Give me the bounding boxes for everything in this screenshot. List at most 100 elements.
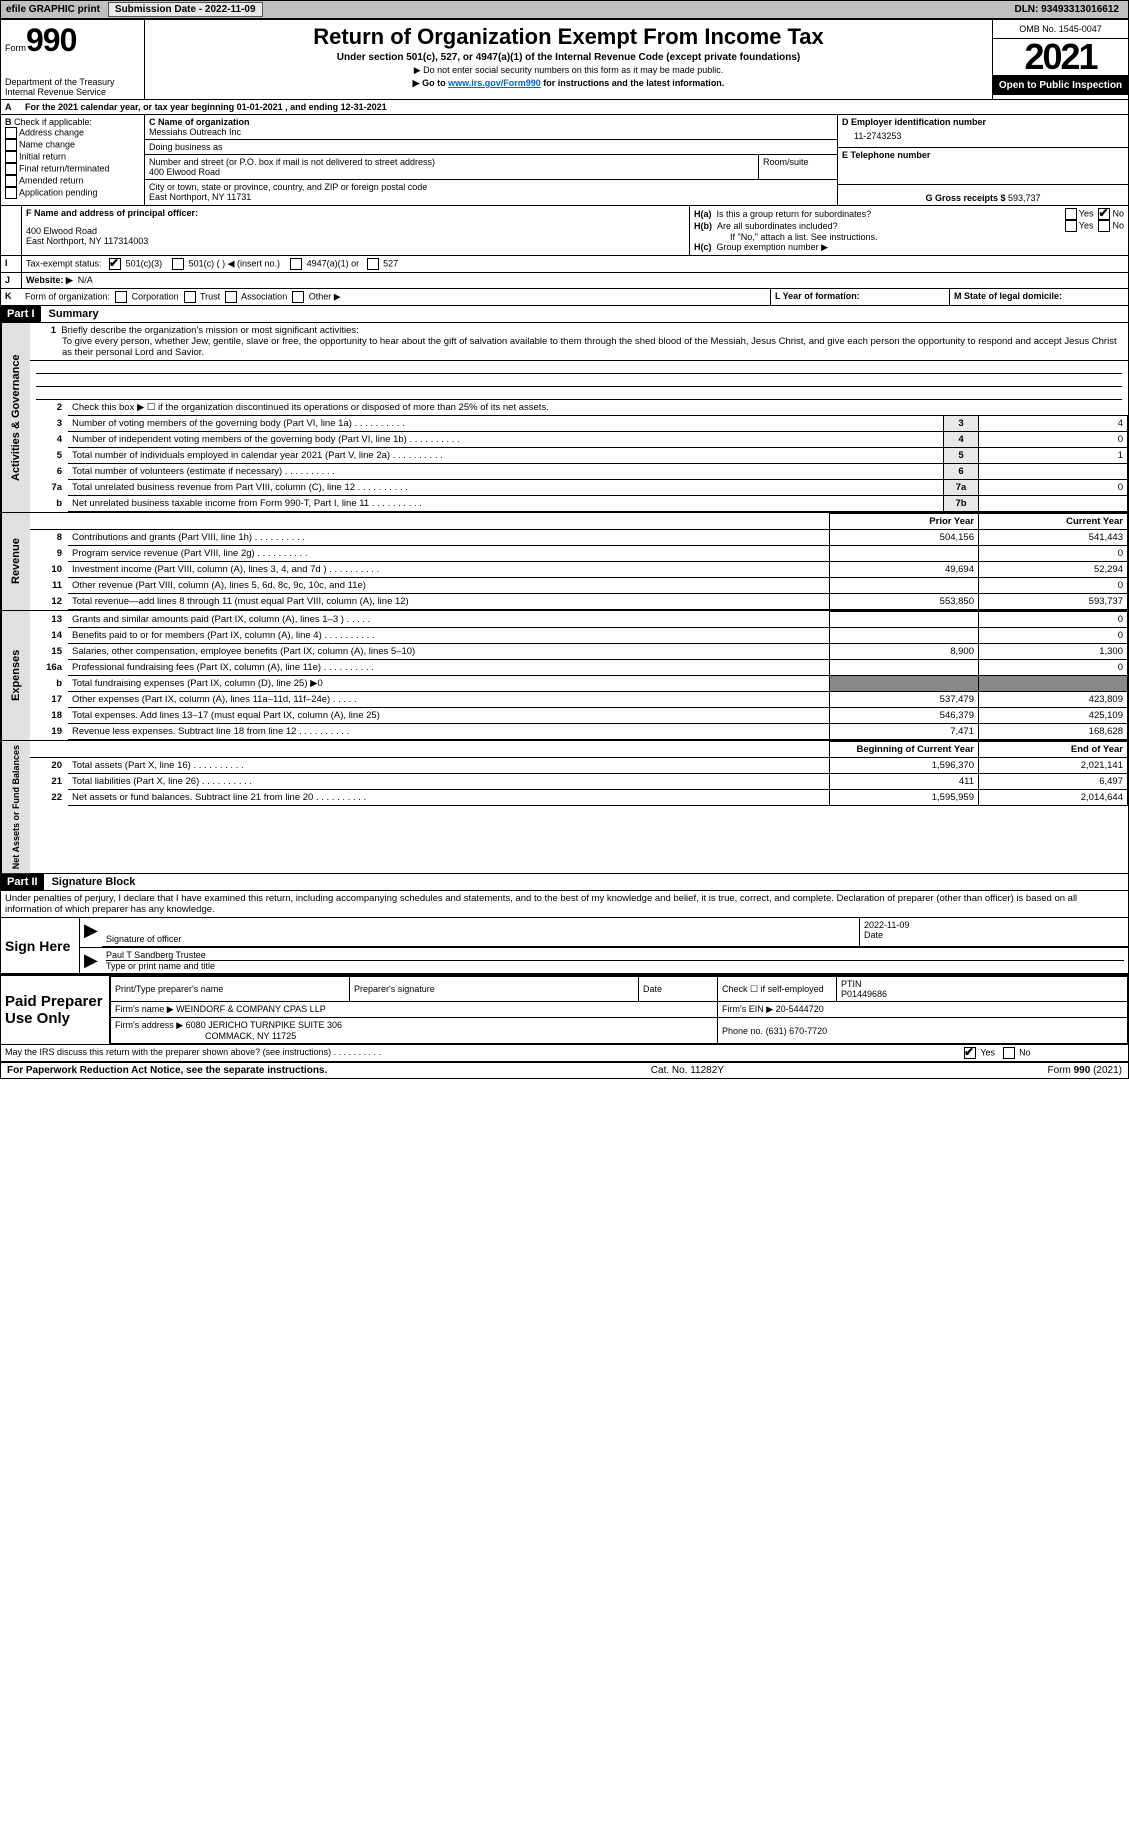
checkbox-hb-no[interactable] [1098, 220, 1110, 232]
checkbox-527[interactable] [367, 258, 379, 270]
form-title: Return of Organization Exempt From Incom… [149, 24, 988, 50]
blank-line [36, 387, 1122, 400]
checkbox-4947[interactable] [290, 258, 302, 270]
website-value: N/A [78, 275, 93, 285]
checkbox-app-pending[interactable] [5, 187, 17, 199]
checkbox-501c3[interactable] [109, 258, 121, 270]
governance-section: Activities & Governance 1 Briefly descri… [1, 323, 1128, 513]
section-b: B Check if applicable: Address change Na… [1, 115, 145, 205]
sign-here-block: Sign Here ▶ Signature of officer 2022-11… [1, 918, 1128, 974]
form-page: Form990 Department of the Treasury Inter… [0, 19, 1129, 1079]
street-value: 400 Elwood Road [149, 167, 754, 177]
firm-addr1: 6080 JERICHO TURNPIKE SUITE 306 [186, 1020, 342, 1030]
type-name-label: Type or print name and title [106, 961, 1124, 971]
col-begin: Beginning of Current Year [830, 742, 979, 758]
line-a-text: For the 2021 calendar year, or tax year … [21, 100, 391, 114]
blank-line [36, 374, 1122, 387]
website-label: Website: ▶ [26, 275, 73, 285]
checkbox-501c[interactable] [172, 258, 184, 270]
section-h: H(a) Is this a group return for subordin… [690, 206, 1128, 255]
line7a-val: 0 [979, 480, 1128, 496]
room-label: Room/suite [758, 155, 837, 179]
irs-link[interactable]: www.irs.gov/Form990 [448, 78, 541, 88]
checkbox-amended[interactable] [5, 175, 17, 187]
tax-year: 2021 [993, 39, 1128, 76]
may-irs-row: May the IRS discuss this return with the… [1, 1045, 1128, 1062]
hb-label: Are all subordinates included? [717, 221, 838, 231]
dba-label: Doing business as [149, 142, 833, 152]
firm-name: WEINDORF & COMPANY CPAS LLP [176, 1004, 326, 1014]
year-formation-label: L Year of formation: [771, 289, 950, 305]
firm-addr2: COMMACK, NY 11725 [115, 1031, 296, 1041]
ptin-label: PTIN [841, 979, 862, 989]
check-self-label: Check ☐ if self-employed [718, 977, 837, 1002]
checkbox-assoc[interactable] [225, 291, 237, 303]
netassets-section: Net Assets or Fund Balances Beginning of… [1, 741, 1128, 874]
hb-note: If "No," attach a list. See instructions… [694, 232, 1124, 242]
dept-label: Department of the Treasury [5, 77, 140, 87]
irs-label: Internal Revenue Service [5, 87, 140, 97]
arrow-icon: ▶ [80, 918, 102, 947]
checkbox-ha-no[interactable] [1098, 208, 1110, 220]
paid-preparer-label: Paid Preparer Use Only [1, 976, 110, 1044]
arrow-icon: ▶ [80, 948, 102, 973]
netassets-label: Net Assets or Fund Balances [1, 741, 30, 873]
org-name: Messiahs Outreach Inc [149, 127, 833, 137]
officer-addr1: 400 Elwood Road [26, 226, 685, 236]
section-j: J Website: ▶ N/A [1, 273, 1128, 289]
expenses-section: Expenses 13Grants and similar amounts pa… [1, 611, 1128, 741]
line-a: A For the 2021 calendar year, or tax yea… [1, 100, 1128, 115]
firm-name-label: Firm's name ▶ [115, 1004, 174, 1014]
revenue-table: Prior Year Current Year 8Contributions a… [30, 513, 1128, 610]
cat-no: Cat. No. 11282Y [651, 1065, 724, 1076]
sig-date: 2022-11-09 [864, 920, 1124, 930]
prep-date-label: Date [639, 977, 718, 1002]
col-end: End of Year [979, 742, 1128, 758]
hc-label: Group exemption number ▶ [717, 242, 828, 252]
firm-ein-label: Firm's EIN ▶ [722, 1004, 773, 1014]
col-prior: Prior Year [830, 514, 979, 530]
checkbox-name-change[interactable] [5, 139, 17, 151]
ha-label: Is this a group return for subordinates? [717, 209, 872, 219]
form-subtitle: Under section 501(c), 527, or 4947(a)(1)… [149, 52, 988, 63]
part2-title: Signature Block [44, 876, 136, 888]
tax-status-label: Tax-exempt status: [26, 258, 102, 268]
top-bar: efile GRAPHIC print Submission Date - 20… [0, 0, 1129, 19]
dln-label: DLN: 93493313016612 [1014, 4, 1127, 15]
footer: For Paperwork Reduction Act Notice, see … [1, 1062, 1128, 1078]
part2-header-row: Part II Signature Block [1, 874, 1128, 891]
checkbox-mayirs-yes[interactable] [964, 1047, 976, 1059]
submission-date-button[interactable]: Submission Date - 2022-11-09 [108, 2, 263, 17]
gross-receipts-value: 593,737 [1008, 193, 1041, 203]
section-f: F Name and address of principal officer:… [22, 206, 690, 255]
form-note1: ▶ Do not enter social security numbers o… [149, 65, 988, 76]
header-mid: Return of Organization Exempt From Incom… [145, 20, 992, 99]
line4-val: 0 [979, 432, 1128, 448]
city-label: City or town, state or province, country… [149, 182, 833, 192]
firm-addr-label: Firm's address ▶ [115, 1020, 183, 1030]
c-name-label: C Name of organization [149, 117, 833, 127]
checkbox-hb-yes[interactable] [1065, 220, 1077, 232]
checkbox-trust[interactable] [184, 291, 196, 303]
checkbox-other[interactable] [292, 291, 304, 303]
efile-label: efile GRAPHIC print [2, 4, 104, 15]
checkbox-mayirs-no[interactable] [1003, 1047, 1015, 1059]
checkbox-corp[interactable] [115, 291, 127, 303]
form-990-label: Form990 [5, 22, 140, 59]
may-irs-text: May the IRS discuss this return with the… [5, 1047, 331, 1057]
checkbox-initial-return[interactable] [5, 151, 17, 163]
phone-value [842, 160, 1124, 182]
entity-block: B Check if applicable: Address change Na… [1, 115, 1128, 206]
col-current: Current Year [979, 514, 1128, 530]
ein-value: 11-2743253 [842, 127, 1124, 145]
line6-val [979, 464, 1128, 480]
checkbox-final-return[interactable] [5, 163, 17, 175]
paperwork-notice: For Paperwork Reduction Act Notice, see … [7, 1065, 327, 1076]
phone-label: E Telephone number [842, 150, 1124, 160]
line5-val: 1 [979, 448, 1128, 464]
line2-desc: Check this box ▶ ☐ if the organization d… [68, 400, 1128, 416]
form-footer: Form 990 (2021) [1048, 1065, 1123, 1076]
checkbox-ha-yes[interactable] [1065, 208, 1077, 220]
prep-sig-label: Preparer's signature [350, 977, 639, 1002]
checkbox-address-change[interactable] [5, 127, 17, 139]
